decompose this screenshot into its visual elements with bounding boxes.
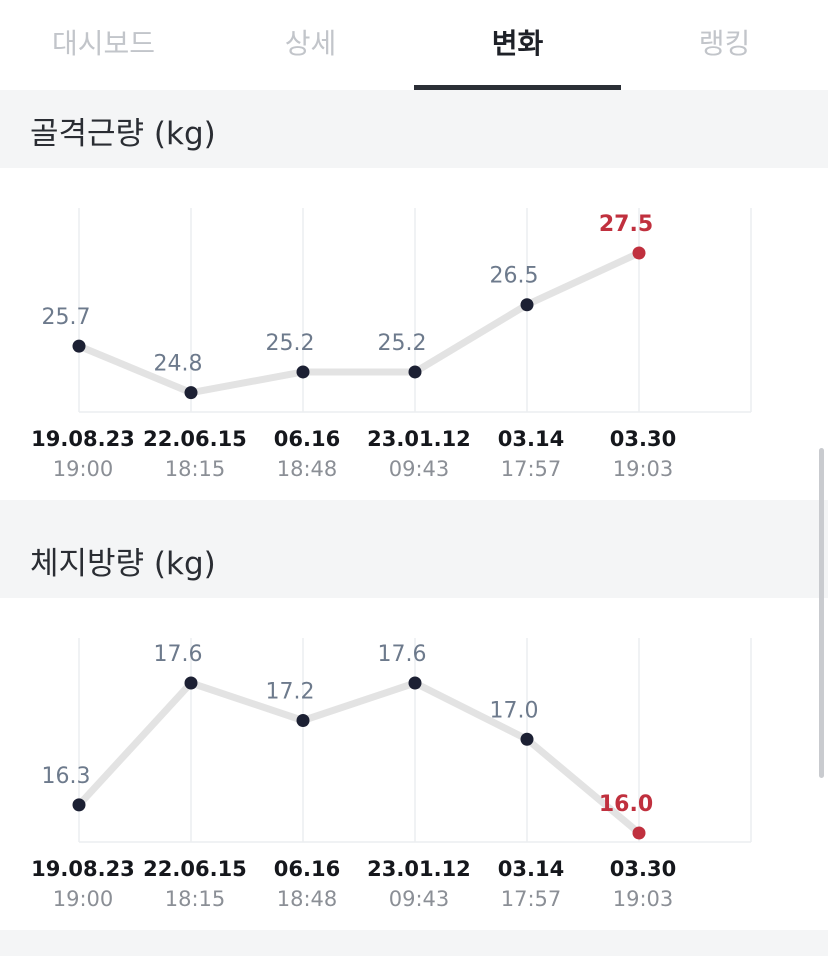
data-label: 17.2	[266, 680, 315, 705]
data-point	[296, 714, 310, 727]
x-tick-date: 23.01.12	[367, 857, 471, 881]
x-tick-time: 18:15	[165, 457, 226, 481]
tab-bar: 대시보드 상세 변화 랭킹	[0, 0, 828, 90]
data-point	[72, 798, 86, 812]
x-tick-date: 19.08.23	[31, 427, 135, 451]
x-tick-time: 18:48	[277, 887, 338, 911]
x-tick-date: 06.16	[274, 427, 340, 451]
data-label-latest: 27.5	[599, 212, 653, 237]
x-tick-time: 19:00	[53, 457, 114, 481]
data-point-latest	[632, 826, 646, 840]
tab-dashboard[interactable]: 대시보드	[51, 27, 156, 60]
section-title-body-fat: 체지방량 (kg)	[0, 522, 828, 598]
x-tick-date: 22.06.15	[143, 857, 247, 881]
x-tick-date: 03.14	[498, 857, 564, 881]
data-label: 17.0	[490, 698, 539, 723]
x-tick-date: 03.30	[610, 857, 676, 881]
data-point	[184, 386, 198, 400]
body-fat-chart: 16.3 17.6 17.2 17.6 17.0 16.0 19.08.23 19:00 22.…	[31, 638, 752, 911]
tab-detail[interactable]: 상세	[284, 27, 337, 60]
data-label-latest: 16.0	[599, 792, 653, 817]
data-point	[520, 732, 534, 746]
series-line	[75, 679, 643, 837]
data-point-latest	[632, 246, 646, 260]
data-point	[408, 365, 422, 379]
data-label: 16.3	[42, 764, 91, 789]
x-tick-date: 19.08.23	[31, 857, 135, 881]
x-tick-time: 19:00	[53, 887, 114, 911]
x-tick-date: 03.30	[610, 427, 676, 451]
data-label: 25.2	[378, 331, 427, 356]
data-point	[72, 339, 86, 353]
x-tick-date: 22.06.15	[143, 427, 247, 451]
x-tick-time: 17:57	[501, 887, 562, 911]
data-point	[520, 298, 534, 312]
section-title-text: 골격근량 (kg)	[30, 115, 216, 152]
x-tick-time: 09:43	[389, 457, 450, 481]
skeletal-muscle-chart: 25.7 24.8 25.2 25.2 26.5 27.5 19.08.23 19:00 22.…	[31, 208, 752, 481]
scrollbar[interactable]	[819, 448, 824, 778]
x-tick-date: 23.01.12	[367, 427, 471, 451]
x-tick-time: 09:43	[389, 887, 450, 911]
x-tick-time: 18:15	[165, 887, 226, 911]
skeletal-muscle-chart-card: 25.7 24.8 25.2 25.2 26.5 27.5 19.08.23 19:00 22.…	[0, 168, 828, 500]
x-tick-time: 19:03	[613, 457, 674, 481]
data-point	[184, 676, 198, 690]
data-label: 25.2	[266, 331, 315, 356]
tab-change[interactable]: 변화	[414, 0, 621, 90]
data-label: 17.6	[378, 642, 427, 667]
x-tick-time: 19:03	[613, 887, 674, 911]
x-tick-time: 18:48	[277, 457, 338, 481]
data-label: 17.6	[154, 642, 203, 667]
x-tick-date: 06.16	[274, 857, 340, 881]
data-point	[296, 365, 310, 379]
body-fat-chart-card: 16.3 17.6 17.2 17.6 17.0 16.0 19.08.23 19:00 22.…	[0, 598, 828, 930]
x-tick-time: 17:57	[501, 457, 562, 481]
section-title-text: 체지방량 (kg)	[30, 545, 216, 582]
x-tick-date: 03.14	[498, 427, 564, 451]
series-line	[75, 249, 643, 397]
data-label: 25.7	[42, 305, 91, 330]
tab-ranking[interactable]: 랭킹	[698, 27, 751, 60]
section-title-skeletal-muscle: 골격근량 (kg)	[0, 92, 828, 168]
data-label: 26.5	[490, 264, 539, 289]
data-label: 24.8	[154, 352, 203, 377]
data-point	[408, 676, 422, 690]
